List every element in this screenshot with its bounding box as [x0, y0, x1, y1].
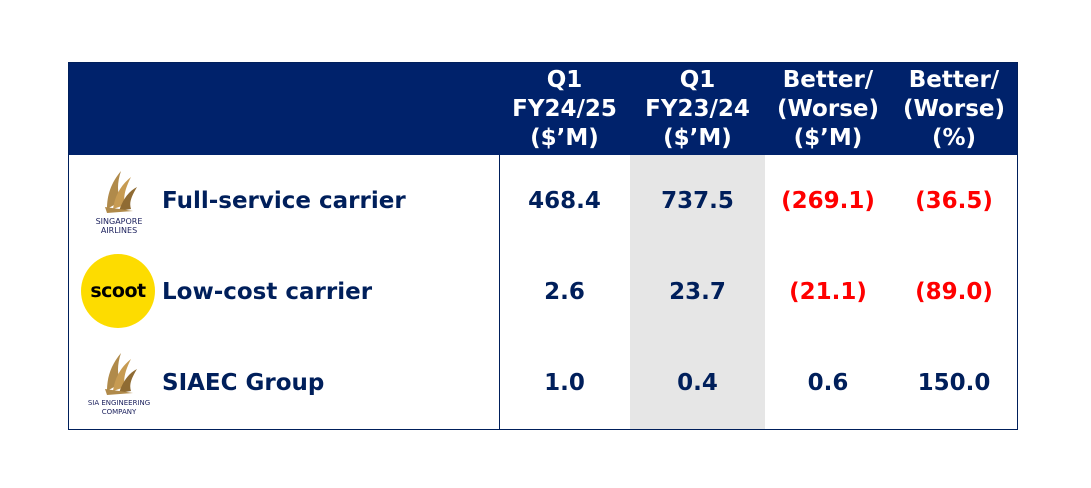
value-better-worse-percent: (89.0) [915, 278, 993, 305]
scoot-logo-text: scoot [90, 280, 146, 302]
table-row: SINGAPORE AIRLINES Full-service carrier … [69, 155, 1017, 246]
row-label: SIAEC Group [162, 369, 325, 396]
sia-engineering-bird-icon [105, 353, 137, 395]
value-better-worse-amount: (21.1) [789, 278, 867, 305]
value-q1-fy2324: 737.5 [661, 187, 734, 214]
column-divider [499, 155, 500, 429]
sia-engineering-logo: SIA ENGINEERING COMPANY [77, 347, 161, 419]
singapore-airlines-logo-text: SINGAPORE AIRLINES [95, 217, 143, 235]
row-label: Full-service carrier [162, 187, 406, 214]
value-better-worse-amount: 0.6 [807, 369, 849, 396]
header-better-worse-amount: Better/ (Worse) ($’M) [776, 66, 879, 151]
scoot-logo: scoot [81, 254, 155, 328]
value-better-worse-percent: (36.5) [915, 187, 993, 214]
header-better-worse-percent: Better/ (Worse) (%) [902, 66, 1005, 151]
singapore-airlines-logo: SINGAPORE AIRLINES [77, 165, 161, 237]
value-q1-fy2324: 0.4 [677, 369, 718, 396]
value-better-worse-amount: (269.1) [781, 187, 875, 214]
value-better-worse-percent: 150.0 [917, 369, 991, 396]
table-row: SIA ENGINEERING COMPANY SIAEC Group 1.0 … [69, 337, 1017, 428]
header-q1-fy2324: Q1 FY23/24 ($’M) [645, 66, 750, 151]
financial-table: Q1 FY24/25 ($’M) Q1 FY23/24 ($’M) Better… [68, 62, 1018, 430]
value-q1-fy2324: 23.7 [669, 278, 726, 305]
value-q1-fy2425: 1.0 [544, 369, 585, 396]
table-header: Q1 FY24/25 ($’M) Q1 FY23/24 ($’M) Better… [69, 63, 1017, 155]
row-label: Low-cost carrier [162, 278, 373, 305]
table-row: scoot Low-cost carrier 2.6 23.7 (21.1) (… [69, 246, 1017, 337]
sia-engineering-logo-text: SIA ENGINEERING COMPANY [87, 399, 151, 416]
header-q1-fy2425: Q1 FY24/25 ($’M) [512, 66, 617, 151]
shaded-comparison-column [630, 155, 765, 429]
value-q1-fy2425: 2.6 [544, 278, 585, 305]
singapore-airlines-bird-icon [105, 171, 137, 213]
value-q1-fy2425: 468.4 [528, 187, 601, 214]
